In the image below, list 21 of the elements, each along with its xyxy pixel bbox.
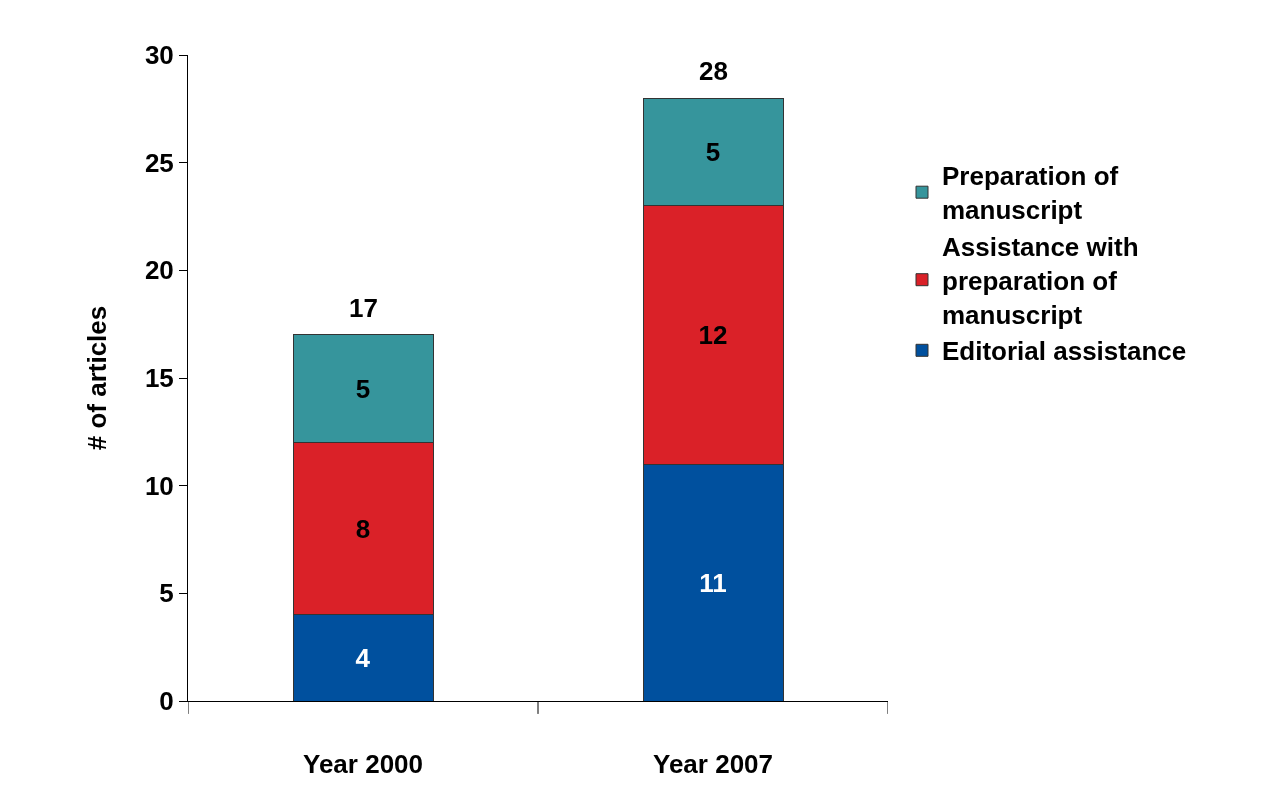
y-tick-label: 15 [144, 363, 174, 394]
total-label: 28 [699, 56, 728, 86]
data-label: 12 [698, 319, 728, 350]
legend-label: Preparation of manuscript [942, 161, 1119, 226]
y-tick-label: 5 [159, 578, 174, 609]
total-label: 17 [349, 293, 378, 323]
data-label: 5 [355, 373, 371, 404]
legend-label: Editorial assistance [942, 336, 1187, 367]
data-label: 11 [699, 567, 727, 598]
y-tick-label: 0 [159, 686, 174, 717]
data-label: 4 [355, 642, 371, 673]
y-tick-label: 20 [144, 255, 174, 286]
x-tick-label: Year 2007 [652, 749, 774, 780]
x-tick-label: Year 2000 [302, 749, 424, 780]
y-axis-title: # of articles [82, 305, 113, 451]
legend-label: Assistance with preparation of manuscript [942, 232, 1139, 330]
y-tick-label: 25 [144, 147, 174, 178]
y-tick-label: 10 [144, 470, 174, 501]
data-label: 8 [355, 513, 371, 544]
data-label: 5 [705, 136, 721, 167]
y-tick-label: 30 [144, 40, 174, 71]
